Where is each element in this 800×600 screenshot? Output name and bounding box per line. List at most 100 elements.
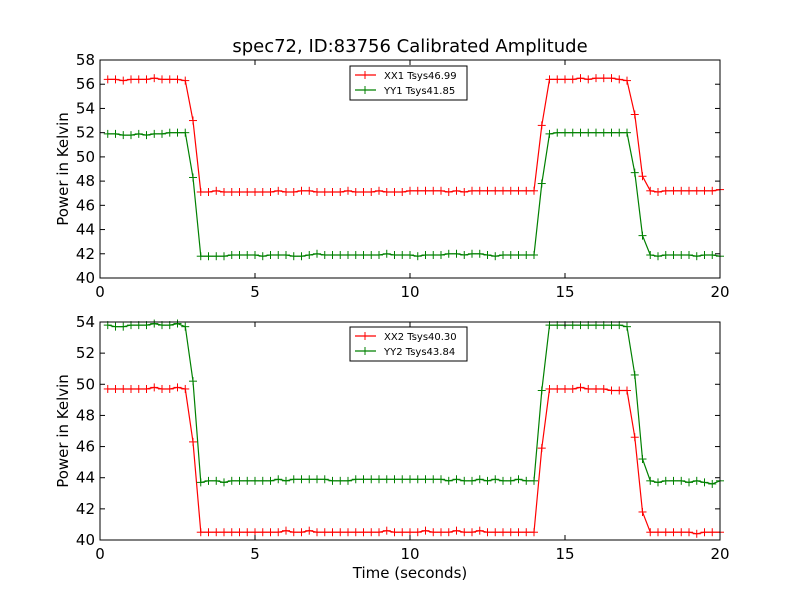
y-tick-label: 44 [76, 469, 95, 487]
x-tick-label: 5 [250, 545, 260, 563]
data-point [444, 528, 453, 537]
data-point [375, 186, 383, 195]
data-point [165, 128, 174, 137]
data-point [134, 384, 143, 393]
data-point [413, 475, 422, 484]
data-point [289, 528, 298, 537]
data-point [661, 528, 670, 537]
data-point [654, 528, 662, 537]
data-point [328, 188, 337, 197]
data-point [305, 526, 314, 535]
data-point [700, 250, 709, 259]
data-point [669, 186, 678, 195]
x-tick-label: 15 [555, 283, 574, 301]
data-point [189, 437, 197, 446]
x-tick-label: 5 [250, 283, 260, 301]
data-point [111, 75, 120, 84]
data-point [189, 377, 197, 386]
y-tick-label: 40 [76, 269, 95, 287]
data-point [599, 384, 608, 393]
data-point [227, 188, 236, 197]
data-point [204, 252, 213, 261]
data-point [351, 188, 360, 197]
data-point [530, 186, 538, 195]
data-point [289, 252, 298, 261]
data-point [181, 384, 190, 393]
data-point [320, 188, 329, 197]
data-point [421, 526, 430, 535]
data-point [196, 478, 205, 487]
data-point [630, 433, 639, 442]
data-point [367, 528, 376, 537]
data-point [328, 476, 337, 485]
data-point [530, 250, 538, 259]
data-point [196, 252, 205, 261]
data-point [398, 250, 407, 259]
data-point [677, 186, 686, 195]
data-point [685, 186, 693, 195]
data-point [173, 128, 182, 137]
data-point [607, 128, 616, 137]
data-point [398, 188, 407, 197]
data-point [251, 528, 259, 537]
bottom-panel: 0 5 10 15 20 40 42 44 46 48 50 52 54 Power in Kelvin… [54, 313, 730, 582]
data-point [537, 121, 546, 130]
data-point [367, 188, 376, 197]
x-tick-label: 10 [400, 283, 419, 301]
data-point [204, 476, 213, 485]
data-point [475, 475, 484, 484]
data-point [398, 528, 407, 537]
data-point [661, 250, 670, 259]
y-tick-label: 46 [76, 438, 95, 456]
data-point [406, 528, 414, 537]
data-point [491, 252, 500, 261]
data-point [220, 188, 228, 197]
data-point [212, 476, 221, 485]
data-point [537, 179, 546, 188]
data-point [661, 186, 670, 195]
y-tick-label: 52 [76, 124, 95, 142]
data-point [181, 322, 190, 331]
data-point [677, 250, 686, 259]
data-point [692, 186, 701, 195]
data-point [522, 250, 531, 259]
data-point [685, 528, 693, 537]
data-point [623, 322, 631, 331]
data-point [460, 476, 469, 485]
legend-entry: XX1 Tsys46.99 [355, 71, 457, 82]
data-point [506, 476, 515, 485]
data-point [545, 384, 554, 393]
data-point [297, 252, 306, 261]
data-point [398, 475, 407, 484]
data-point [708, 528, 717, 537]
data-point [468, 476, 476, 485]
data-point [127, 384, 135, 393]
data-point [173, 383, 182, 392]
data-point [359, 250, 368, 259]
data-point [258, 188, 267, 197]
data-point [654, 478, 662, 487]
data-point [654, 188, 662, 197]
bottom-y-axis-label: Power in Kelvin [54, 374, 72, 488]
data-point [692, 476, 701, 485]
data-point [165, 384, 174, 393]
data-point [468, 249, 476, 258]
data-point [661, 476, 670, 485]
data-point [258, 528, 267, 537]
data-point [134, 129, 143, 138]
data-point [212, 186, 221, 195]
data-point [638, 231, 647, 240]
y-tick-label: 50 [76, 375, 95, 393]
data-point [258, 252, 267, 261]
data-point [382, 249, 391, 258]
legend-entry: XX2 Tsys40.30 [355, 332, 457, 343]
data-point [452, 186, 461, 195]
data-point [351, 528, 360, 537]
data-point [669, 476, 678, 485]
data-point [421, 186, 430, 195]
data-point [320, 250, 329, 259]
data-point [305, 475, 314, 484]
data-point [607, 386, 616, 395]
data-point [646, 250, 655, 259]
data-point [375, 475, 383, 484]
